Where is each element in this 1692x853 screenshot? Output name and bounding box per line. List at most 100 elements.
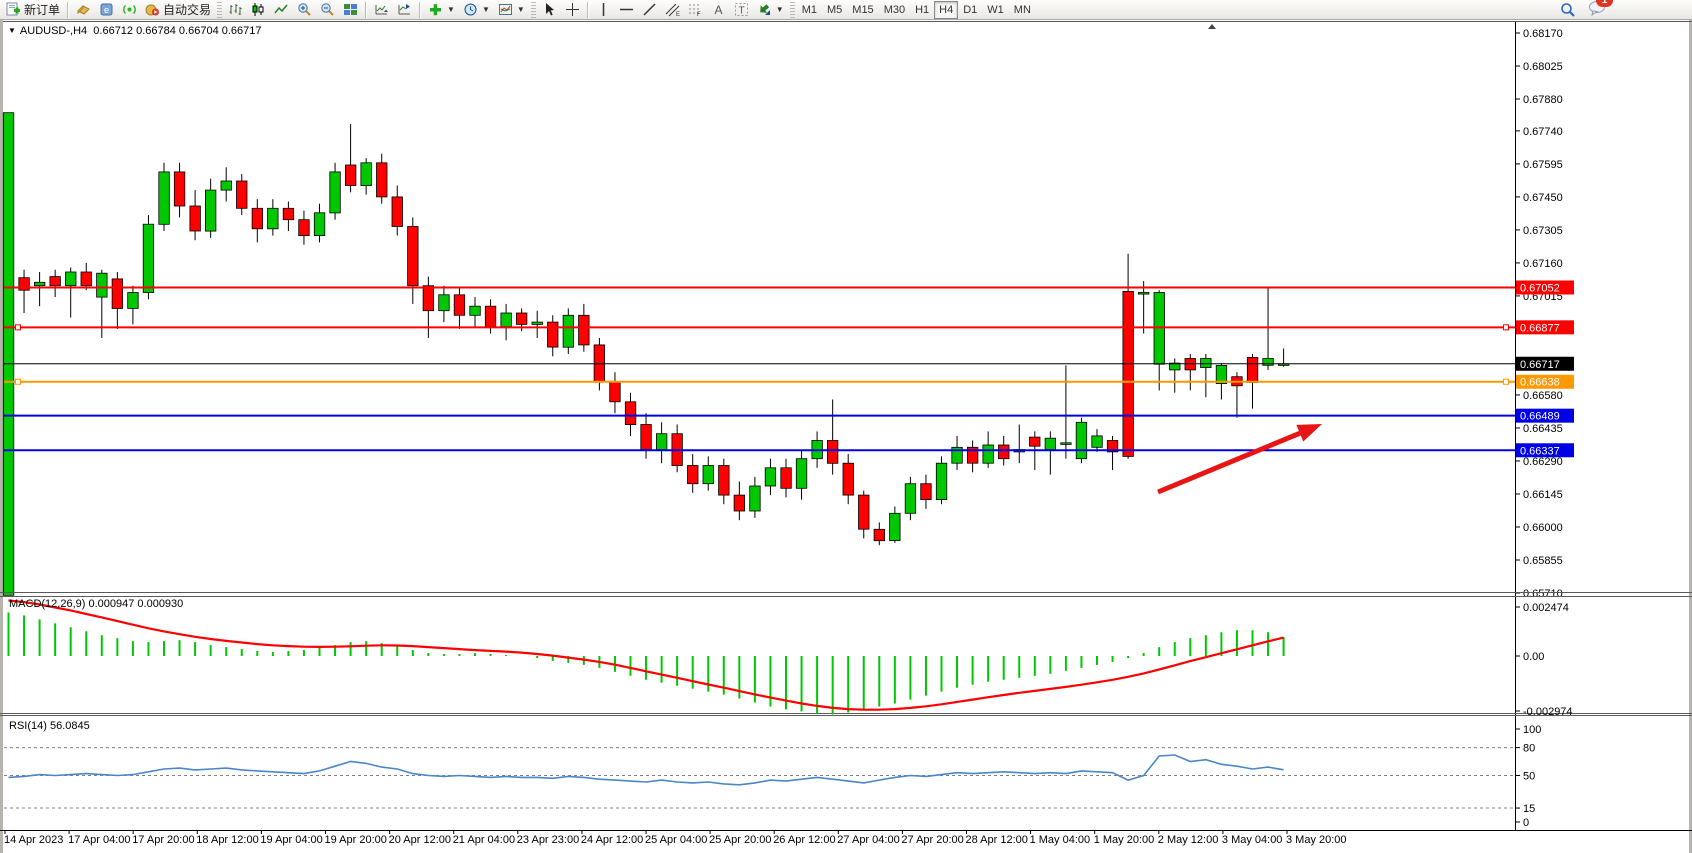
fibonacci-button[interactable]: F [684,1,707,19]
macd-axis-label: 0.00 [1523,651,1544,663]
trendline-button[interactable] [638,1,661,19]
indicators-button[interactable]: ▼ [424,1,459,19]
price-axis-label: 0.66145 [1523,489,1563,501]
chart-canvas[interactable]: 0.68170 0.68025 0.67880 0.67740 0.67595 0.674… [0,20,1692,853]
time-axis-label: 21 Apr 04:00 [453,834,515,846]
line-chart-icon [274,4,288,14]
chart-background [0,20,1692,853]
time-axis-label: 1 May 20:00 [1094,834,1155,846]
rsi-axis-label: 15 [1523,803,1535,815]
zoom-out-button[interactable] [316,1,339,19]
bear-candle [236,180,248,209]
bear-candle [547,321,559,348]
timeframe-h1-button[interactable]: H1 [910,1,934,19]
bear-candle [593,344,605,382]
timeframe-w1-button[interactable]: W1 [982,1,1009,19]
chart-shift-button[interactable] [393,1,416,19]
new-order-button[interactable]: 新订单 [2,1,64,19]
svg-text:e: e [104,5,109,15]
timeframe-d1-button[interactable]: D1 [958,1,982,19]
time-axis-label: 19 Apr 20:00 [325,834,387,846]
chart-wizard-button[interactable] [72,1,95,19]
candlestick-chart-button[interactable] [247,1,270,19]
bear-candle [18,277,30,291]
bar-chart-button[interactable] [224,1,247,19]
tile-windows-button[interactable] [339,1,362,19]
bull-candle [1215,364,1228,384]
auto-scroll-button[interactable] [370,1,393,19]
chat-button[interactable]: 1 [1588,0,1613,19]
line-handle [15,378,21,385]
autotrading-icon [145,4,160,16]
timeframe-m5-button[interactable]: M5 [822,1,847,19]
text-label-button[interactable]: T [730,1,753,19]
autotrading-label: 自动交易 [163,3,212,17]
bull-candle [749,485,761,512]
price-axis-label: 0.68170 [1523,28,1563,40]
timeframe-m1-button[interactable]: M1 [797,1,822,19]
time-axis-label: 19 Apr 04:00 [260,834,322,846]
svg-text:A: A [714,3,722,17]
bear-candle [251,207,264,230]
time-axis-label: 3 May 04:00 [1222,834,1283,846]
trendline-icon [643,3,656,16]
zoom-in-button[interactable] [293,1,316,19]
periods-button[interactable]: ▼ [459,1,494,19]
bull-candle [904,483,917,514]
autotrading-button[interactable]: 自动交易 [141,1,215,19]
horizontal-line-button[interactable] [615,1,638,19]
line-chart-button[interactable] [270,1,293,19]
bear-candle [282,207,295,221]
bull-candle [656,433,668,451]
tile-windows-icon [344,4,358,15]
bull-candle [313,212,326,237]
price-tag [1516,443,1574,458]
timeframe-h4-button[interactable]: H4 [934,0,959,19]
toolbar-separator [67,1,70,18]
time-axis-label: 20 Apr 12:00 [389,834,451,846]
bear-candle [516,312,528,325]
templates-icon [498,4,512,15]
time-axis-label: 23 Apr 23:00 [517,834,579,846]
svg-text:E: E [676,12,680,17]
timeframe-m30-button[interactable]: M30 [879,1,910,19]
symbol-dropdown-icon[interactable]: ▼ [8,26,16,35]
text-button[interactable]: A [707,1,730,19]
bull-candle [360,162,372,187]
metaeditor-button[interactable]: e [95,1,118,19]
time-axis-label: 24 Apr 12:00 [581,834,643,846]
bear-candle [640,424,652,450]
candle-series [2,112,1290,596]
svg-text:T: T [738,6,744,17]
new-order-icon [6,2,20,16]
trend-arrow-line[interactable] [1157,427,1309,495]
timeframe-m15-button[interactable]: M15 [847,1,878,19]
bear-candle [609,380,621,403]
cursor-button[interactable] [538,1,561,19]
search-button[interactable] [1556,1,1580,19]
bull-candle [1200,358,1212,369]
horizontal-line-icon [619,8,633,11]
price-tag-label: 0.66337 [1520,445,1560,457]
macd-axis-label: -0.002974 [1523,706,1573,718]
vertical-line-button[interactable] [592,1,615,19]
new-order-label: 新订单 [24,3,61,17]
bear-candle [733,494,745,512]
bear-candle [376,162,388,198]
price-axis-label: 0.66290 [1523,456,1563,468]
bear-candle [1246,356,1259,383]
line-handle [15,324,21,331]
signals-button[interactable] [118,1,141,19]
bull-candle [220,180,232,191]
macd-axis-label: 0.002474 [1523,602,1569,614]
price-tag-label: 0.66638 [1520,377,1560,389]
timeframe-mn-button[interactable]: MN [1009,1,1036,19]
rsi-indicator-label: RSI(14) 56.0845 [9,720,90,732]
templates-button[interactable]: ▼ [494,1,529,19]
equidistant-channel-button[interactable]: E [661,1,684,19]
arrows-button[interactable]: ▼ [753,1,788,19]
dropdown-caret-icon: ▼ [447,5,455,14]
toolbar-separator [365,1,368,18]
line-handle [1503,324,1509,331]
crosshair-button[interactable] [561,1,584,19]
